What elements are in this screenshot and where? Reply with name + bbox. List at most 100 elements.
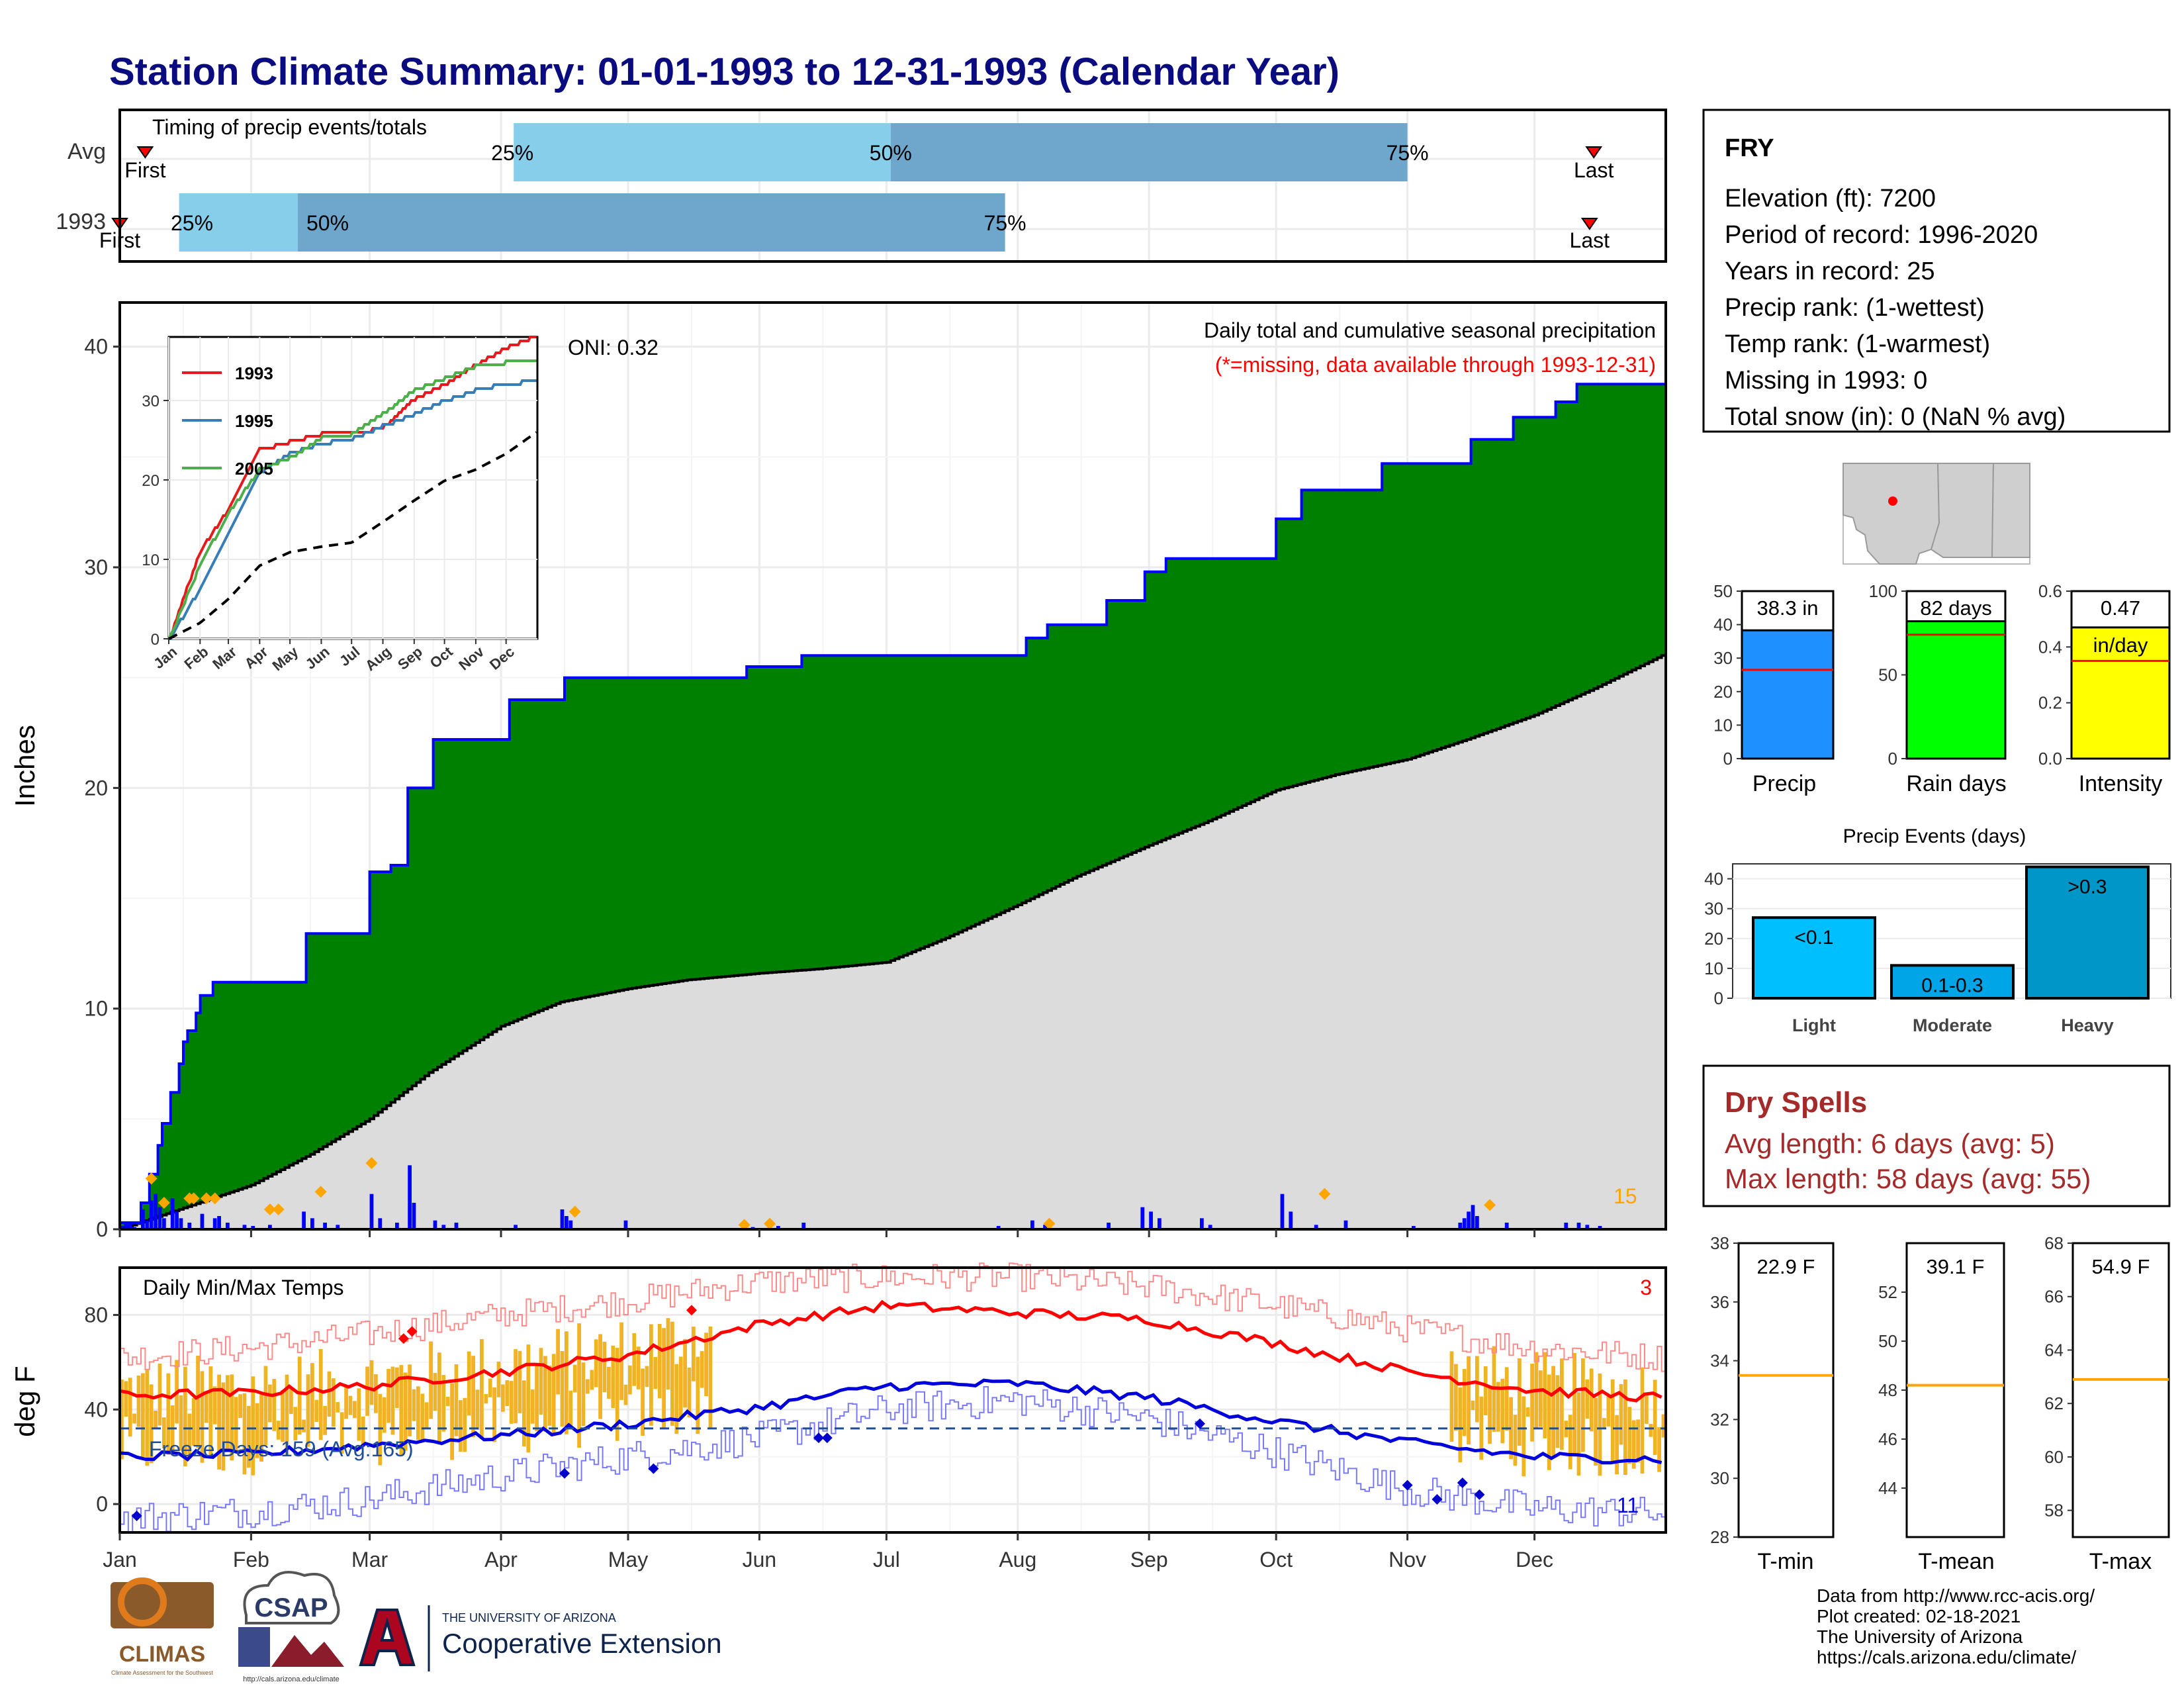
inset-series-Avg [168, 431, 537, 640]
daily-temp-bar [285, 1374, 289, 1456]
daily-temp-bar [708, 1327, 713, 1428]
daily-temp-bar [1615, 1415, 1619, 1475]
daily-temp-bar [636, 1346, 641, 1389]
month-tick-label: Jul [873, 1548, 900, 1571]
temp-summary-y-tick-label: 34 [1710, 1351, 1729, 1371]
daily-temp-bar [611, 1345, 615, 1409]
precip-events-chart: Precip Events (days) <0.1 Light 0.1-0.3 Mod… [1704, 825, 2171, 1035]
precip-y-tick-label: 20 [84, 776, 108, 800]
daily-temp-bar [492, 1387, 496, 1442]
daily-precip-bar [128, 1223, 132, 1229]
daily-temp-bar [454, 1364, 459, 1436]
daily-temp-bar [344, 1385, 348, 1419]
credit-university: The University of Arizona [1817, 1626, 2023, 1647]
inset-y-ticks: 0 10 20 30 [142, 393, 169, 649]
summary-bar-y-tick-label: 0.6 [2038, 581, 2062, 601]
precip-events-bar-label: <0.1 [1794, 927, 1833, 949]
daily-temp-bar [437, 1352, 441, 1442]
inset-frame [167, 336, 539, 640]
precip-events-bar [1752, 916, 1876, 1000]
daily-temp-bar [208, 1366, 213, 1458]
daily-temp-bar [132, 1413, 136, 1424]
temp-summary-y-tick-label: 36 [1710, 1292, 1729, 1312]
timing-bar-50-75 [890, 123, 1408, 181]
daily-temp-bar [459, 1400, 463, 1452]
arizona-locator-map [1843, 463, 2030, 565]
daily-precip-bar [212, 1218, 217, 1229]
daily-temp-bar [1627, 1407, 1632, 1464]
precip-y-tick-label: 0 [96, 1217, 108, 1241]
daily-temp-bar [678, 1356, 683, 1418]
daily-temp-bar [662, 1328, 666, 1429]
daily-temp-bar [450, 1383, 454, 1460]
logos: CLIMAS Climate Assessment for the Southw… [111, 1571, 722, 1683]
daily-temp-bar [1598, 1373, 1602, 1476]
daily-temp-bar [1467, 1356, 1471, 1445]
csap-logo-text: CSAP [254, 1593, 328, 1622]
daily-temp-bar [1581, 1358, 1585, 1452]
temp-summary-label: T-min [1758, 1549, 1814, 1574]
daily-temp-bar [340, 1412, 344, 1454]
daily-temp-bar [403, 1372, 408, 1451]
daily-precip-bar [310, 1218, 314, 1229]
month-tick-label: May [608, 1548, 648, 1571]
daily-temp-bar [657, 1323, 662, 1399]
climas-logo-subtext: Climate Assessment for the Southwest [111, 1669, 214, 1676]
summary-bar-y-tick-label: 50 [1878, 665, 1897, 685]
csap-mountains [271, 1635, 344, 1667]
station-temp-rank: Temp rank: (1-warmest) [1725, 330, 1990, 358]
daily-temp-bar [1661, 1414, 1666, 1438]
daily-temp-bar [488, 1378, 492, 1397]
temperature-panel-label: Daily Min/Max Temps [143, 1276, 343, 1299]
month-tick-label: Apr [484, 1548, 518, 1571]
daily-precip-bar [336, 1225, 340, 1229]
daily-temp-bar [496, 1361, 501, 1397]
precip-events-bar-label: >0.3 [2068, 876, 2107, 898]
daily-temp-bar [242, 1393, 247, 1475]
daily-temp-bar [1572, 1352, 1576, 1454]
daily-temp-bar [467, 1351, 471, 1416]
daily-temp-bar [1462, 1369, 1467, 1436]
daily-temp-bar [623, 1384, 628, 1405]
first-event-marker [136, 146, 154, 159]
temp-summary-y-tick-label: 48 [1878, 1380, 1897, 1400]
precip-events-y-tick-label: 20 [1704, 929, 1723, 949]
map-new-mexico [1991, 463, 2030, 558]
daily-temp-bar [594, 1339, 598, 1387]
timing-row-1993-label: 1993 [56, 209, 106, 234]
freeze-days-label: Freeze Days: 159 (Avg:165) [149, 1437, 414, 1461]
daily-temp-bar [416, 1386, 420, 1440]
avg-p50-label: 50% [870, 141, 912, 165]
daily-temp-bar [238, 1394, 242, 1418]
daily-temp-bar [1623, 1379, 1627, 1476]
daily-precip-bar [124, 1223, 128, 1229]
precip-event-marker [764, 1217, 776, 1230]
temperature-panel: 0 40 80 Jan Feb Mar Apr May Jun Jul Aug Sep Oct Nov D… [9, 1262, 1667, 1571]
temp-summary-value: 39.1 F [1927, 1255, 1985, 1278]
daily-temp-bar [382, 1397, 387, 1433]
daily-temp-bar [259, 1393, 263, 1462]
daily-precip-bar [154, 1194, 158, 1229]
precip-events-category: Moderate [1913, 1015, 1992, 1035]
map-arizona [1930, 463, 1995, 558]
daily-temp-bar [696, 1356, 700, 1434]
year-first-label: First [99, 228, 140, 252]
precip-y-ticks: 0 10 20 30 40 [84, 335, 1536, 1241]
station-period: Period of record: 1996-2020 [1725, 221, 2038, 249]
daily-temp-bar [1560, 1358, 1564, 1450]
precip-events-y-tick-label: 10 [1704, 959, 1723, 978]
avg-p75-label: 75% [1387, 141, 1429, 165]
climas-logo-text: CLIMAS [119, 1642, 205, 1667]
daily-temp-bar [509, 1381, 514, 1424]
daily-temp-bar [1458, 1387, 1463, 1463]
daily-precip-bar [242, 1225, 247, 1229]
precip-events-bar [1890, 964, 2015, 1000]
daily-precip-bar [560, 1209, 565, 1229]
daily-temp-bar [700, 1351, 704, 1388]
daily-temp-bar [408, 1364, 412, 1436]
timing-bar-25-50 [514, 123, 891, 181]
daily-temp-bar [412, 1389, 416, 1421]
month-tick-label: Mar [351, 1548, 388, 1571]
daily-temp-bar [1636, 1419, 1640, 1463]
